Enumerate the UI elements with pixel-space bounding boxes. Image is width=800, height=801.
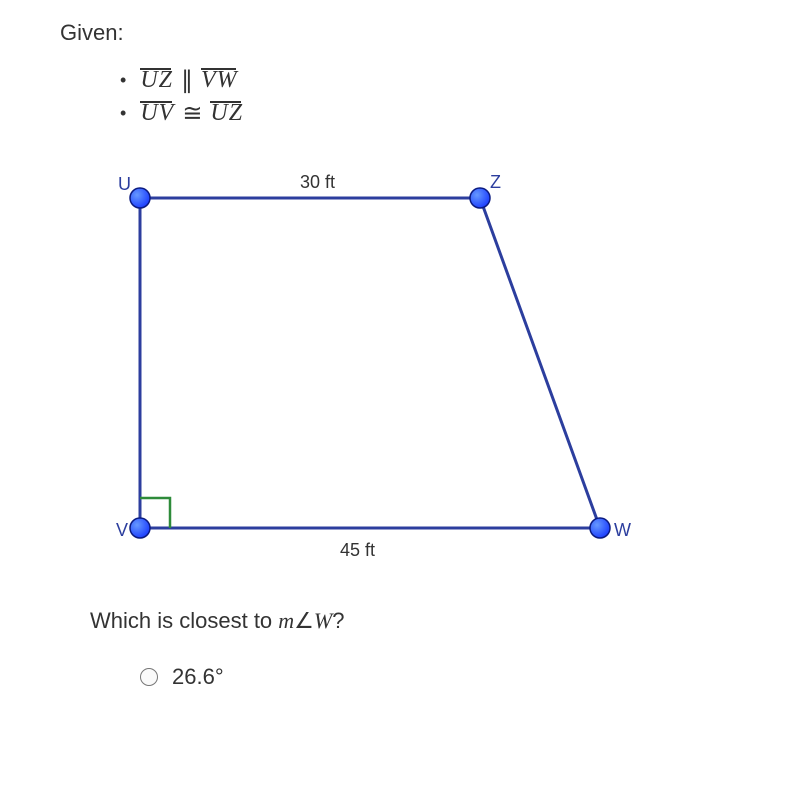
segment-label: VW xyxy=(201,67,238,94)
segment-label: UV xyxy=(140,100,174,127)
bullet-2: • UV ≅ UZ xyxy=(120,99,740,128)
svg-text:W: W xyxy=(614,520,631,540)
parallel-symbol: ∥ xyxy=(181,66,193,95)
svg-text:Z: Z xyxy=(490,172,501,192)
question-mark: ? xyxy=(332,608,344,633)
angle-symbol: ∠ xyxy=(294,608,314,633)
radio-icon[interactable] xyxy=(140,668,158,686)
segment-label: UZ xyxy=(140,67,173,94)
trapezoid-diagram: U Z V W 30 ft 45 ft xyxy=(80,158,640,578)
segment-label: UZ xyxy=(210,100,243,127)
given-label: Given: xyxy=(60,20,740,46)
diagram-svg: U Z V W 30 ft 45 ft xyxy=(80,158,640,578)
svg-text:U: U xyxy=(118,174,131,194)
bullet-1: • UZ ∥ VW xyxy=(120,66,740,95)
svg-text:V: V xyxy=(116,520,128,540)
option-1[interactable]: 26.6° xyxy=(140,664,740,690)
svg-text:30 ft: 30 ft xyxy=(300,172,335,192)
bullet-dot-icon: • xyxy=(120,70,126,91)
vertex-W: W xyxy=(314,608,332,633)
option-1-label: 26.6° xyxy=(172,664,224,690)
bullet-dot-icon: • xyxy=(120,103,126,124)
svg-text:45 ft: 45 ft xyxy=(340,540,375,560)
question-prefix: Which is closest to xyxy=(90,608,278,633)
congruent-symbol: ≅ xyxy=(182,99,202,128)
question-text: Which is closest to m∠W? xyxy=(90,608,740,634)
given-bullets: • UZ ∥ VW • UV ≅ UZ xyxy=(120,66,740,128)
m-italic: m xyxy=(278,608,294,633)
